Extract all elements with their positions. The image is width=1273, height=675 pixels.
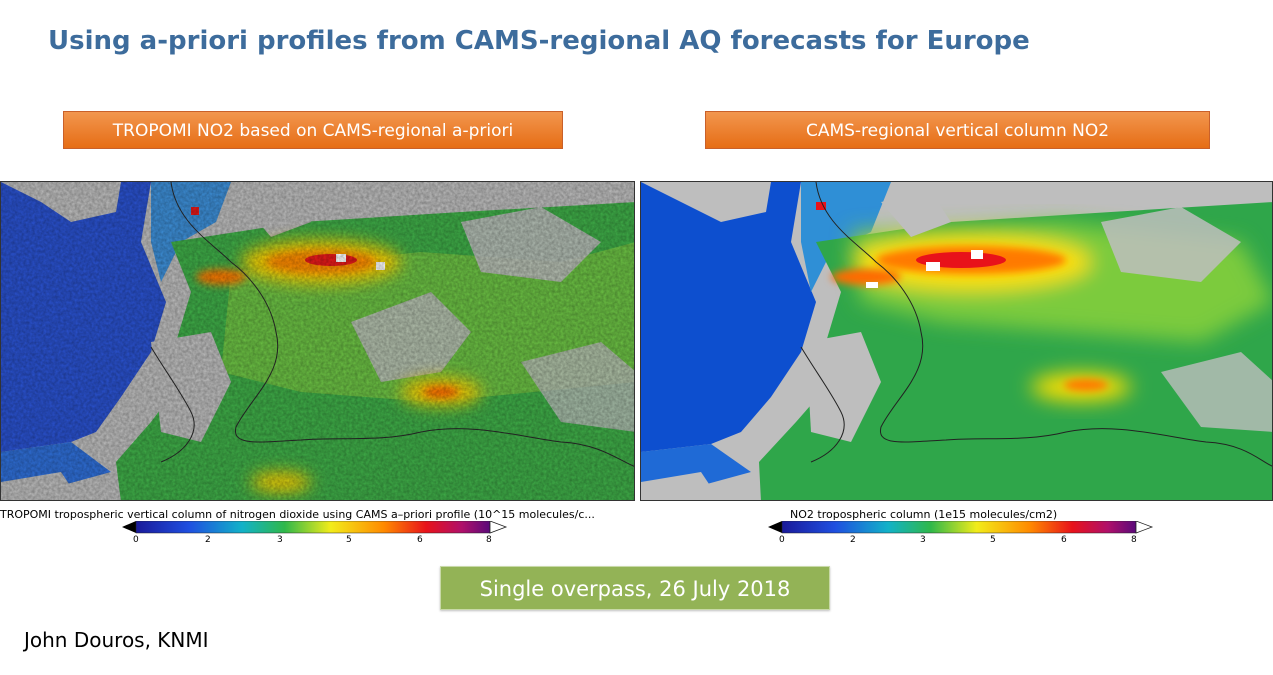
author-credit: John Douros, KNMI <box>24 628 209 652</box>
right-tick-2: 2 <box>850 535 856 545</box>
left-panel-label: TROPOMI NO2 based on CAMS-regional a-pri… <box>63 111 563 149</box>
left-colorbar-caption: TROPOMI tropospheric vertical column of … <box>0 508 595 521</box>
left-tick-6: 6 <box>417 535 423 545</box>
right-tick-6: 6 <box>1061 535 1067 545</box>
right-panel-label: CAMS-regional vertical column NO2 <box>705 111 1210 149</box>
left-colorbar <box>122 521 508 534</box>
right-tick-5: 5 <box>990 535 996 545</box>
right-tick-3: 3 <box>920 535 926 545</box>
left-tick-2: 2 <box>205 535 211 545</box>
overpass-badge: Single overpass, 26 July 2018 <box>440 566 830 610</box>
right-tick-0: 0 <box>779 535 785 545</box>
right-tick-8: 8 <box>1131 535 1137 545</box>
left-tick-8: 8 <box>486 535 492 545</box>
left-tick-3: 3 <box>277 535 283 545</box>
left-tick-0: 0 <box>133 535 139 545</box>
cams-no2-map <box>640 181 1273 501</box>
right-colorbar <box>768 521 1154 534</box>
left-tick-5: 5 <box>346 535 352 545</box>
slide-title: Using a-priori profiles from CAMS-region… <box>48 26 1030 56</box>
tropomi-no2-map <box>0 181 635 501</box>
tropomi-map-graphic <box>1 182 634 500</box>
cams-map-graphic <box>641 182 1272 500</box>
right-colorbar-caption: NO2 tropospheric column (1e15 molecules/… <box>790 508 1058 521</box>
